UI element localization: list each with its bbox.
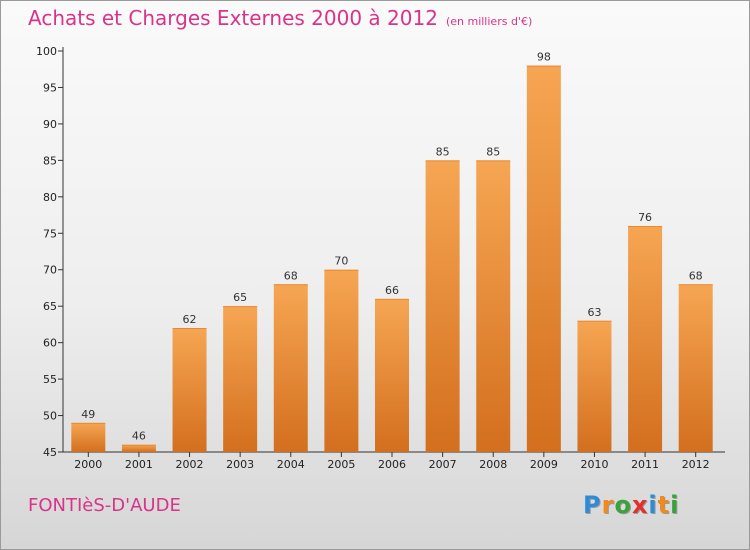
value-label: 68 xyxy=(689,269,703,282)
bar-2003 xyxy=(223,306,258,452)
bar-2006 xyxy=(375,298,409,452)
bar-2005 xyxy=(324,269,359,452)
logo-letter: i xyxy=(670,491,680,519)
x-tick-label: 2007 xyxy=(429,458,457,471)
logo-letter: t xyxy=(657,491,671,519)
value-label: 66 xyxy=(385,284,399,297)
value-label: 46 xyxy=(132,430,146,443)
x-tick-label: 2004 xyxy=(277,458,305,471)
value-label: 68 xyxy=(284,269,298,282)
y-tick-label: 55 xyxy=(43,373,57,386)
commune-name: FONTIèS-D'AUDE xyxy=(28,495,181,516)
bar-2007 xyxy=(425,160,460,452)
value-label: 62 xyxy=(183,313,197,326)
y-tick-label: 80 xyxy=(43,191,57,204)
x-tick-label: 2002 xyxy=(176,458,204,471)
value-label: 63 xyxy=(587,306,601,319)
chart-title-text: Achats et Charges Externes 2000 à 2012 xyxy=(28,6,438,30)
y-tick-label: 50 xyxy=(43,410,57,423)
logo-letter: P xyxy=(583,491,602,519)
y-tick-label: 100 xyxy=(36,45,57,58)
value-label: 85 xyxy=(436,145,450,158)
x-tick-label: 2006 xyxy=(378,458,406,471)
x-tick-label: 2000 xyxy=(74,458,102,471)
x-tick-label: 2011 xyxy=(631,458,659,471)
logo-letter: x xyxy=(631,491,649,519)
value-label: 76 xyxy=(638,211,652,224)
y-tick-label: 75 xyxy=(43,227,57,240)
x-tick-label: 2010 xyxy=(580,458,608,471)
value-label: 49 xyxy=(81,408,95,421)
y-tick-label: 85 xyxy=(43,154,57,167)
bar-2002 xyxy=(172,328,207,452)
value-label: 85 xyxy=(486,145,500,158)
y-tick-label: 70 xyxy=(43,264,57,277)
y-tick-label: 45 xyxy=(43,446,57,459)
logo-letter: o xyxy=(614,491,632,519)
bar-2008 xyxy=(476,160,511,452)
bar-2009 xyxy=(526,65,561,452)
y-tick-label: 65 xyxy=(43,300,57,313)
x-tick-label: 2008 xyxy=(479,458,507,471)
value-label: 98 xyxy=(537,51,551,64)
x-tick-label: 2009 xyxy=(530,458,558,471)
x-tick-label: 2012 xyxy=(682,458,710,471)
proxiti-logo: Proxiti xyxy=(583,491,679,519)
bar-2010 xyxy=(577,320,612,452)
logo-letter: r xyxy=(601,491,615,519)
bar-2001 xyxy=(121,444,156,452)
y-tick-label: 95 xyxy=(43,81,57,94)
chart-unit: (en milliers d'€) xyxy=(445,15,533,28)
value-label: 65 xyxy=(233,291,247,304)
bar-2004 xyxy=(273,284,308,452)
x-tick-label: 2001 xyxy=(125,458,153,471)
y-tick-label: 90 xyxy=(43,118,57,131)
bar-2012 xyxy=(678,284,713,452)
x-tick-label: 2005 xyxy=(327,458,355,471)
value-label: 70 xyxy=(334,255,348,268)
logo-letter: i xyxy=(648,491,658,519)
y-tick-label: 60 xyxy=(43,337,57,350)
chart-title: Achats et Charges Externes 2000 à 2012 (e… xyxy=(28,6,532,30)
bar-2000 xyxy=(71,422,106,452)
x-tick-label: 2003 xyxy=(226,458,254,471)
bar-2011 xyxy=(628,225,663,452)
